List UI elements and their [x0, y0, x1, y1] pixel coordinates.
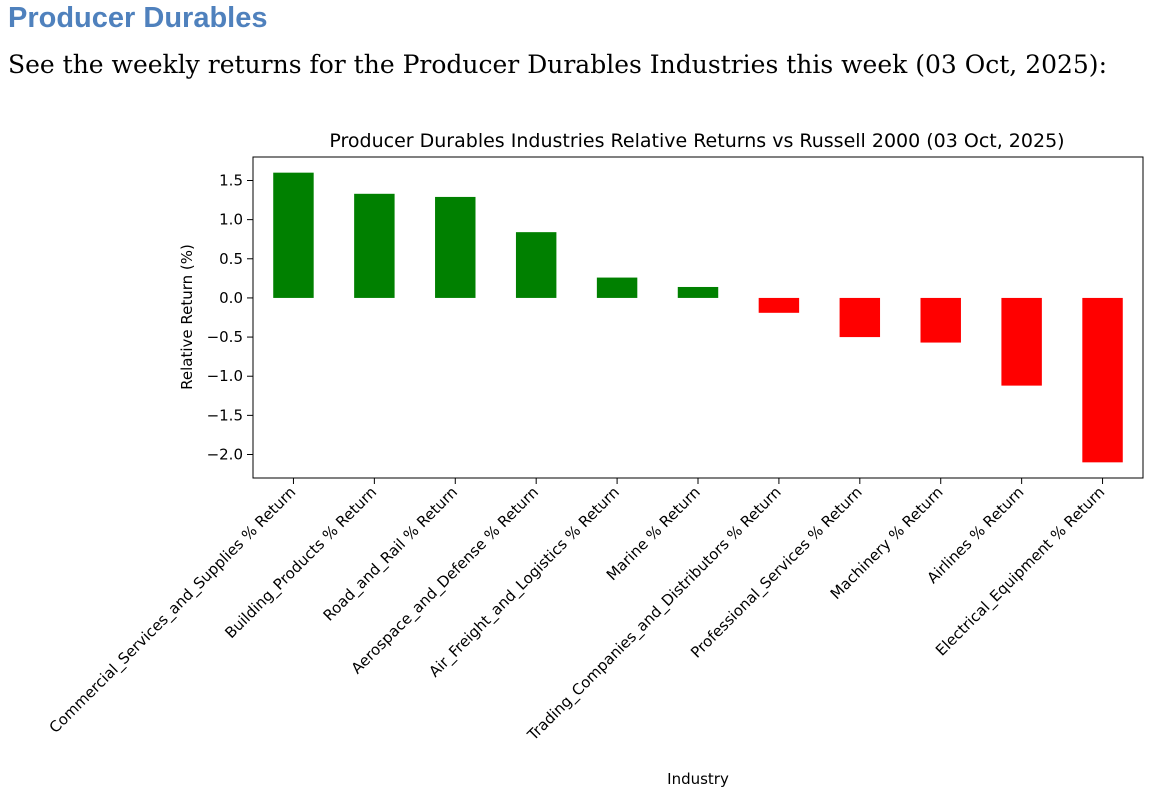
bar-10 [1082, 297, 1123, 463]
bar-4 [596, 277, 638, 298]
y-tick-label: 0.0 [219, 289, 243, 307]
bar-2 [435, 196, 476, 298]
y-tick-label: −2.0 [207, 446, 243, 464]
bar-1 [354, 193, 395, 298]
x-tick-label: Road_and_Rail % Return [320, 483, 462, 625]
x-axis: Commercial_Services_and_Supplies % Retur… [46, 478, 1109, 745]
bar-8 [920, 297, 961, 343]
y-tick-label: −1.0 [207, 367, 243, 385]
x-tick-label: Professional_Services % Return [687, 483, 866, 662]
y-tick-label: −1.5 [207, 406, 243, 424]
bar-7 [839, 297, 881, 338]
chart-title: Producer Durables Industries Relative Re… [329, 130, 1064, 152]
x-axis-label: Industry [667, 770, 729, 788]
x-tick-label: Electrical_Equipment % Return [932, 483, 1109, 660]
y-tick-label: −0.5 [207, 328, 243, 346]
bar-0 [273, 172, 314, 298]
bar-9 [1001, 297, 1042, 386]
bar-6 [758, 297, 800, 313]
page-title: Producer Durables [8, 2, 268, 34]
bar-5 [677, 286, 719, 298]
y-tick-label: 1.0 [219, 211, 243, 229]
x-tick-label: Building_Products % Return [221, 483, 381, 643]
y-axis-label: Relative Return (%) [178, 244, 196, 390]
y-tick-label: 0.5 [219, 250, 243, 268]
intro-text: See the weekly returns for the Producer … [8, 50, 1107, 79]
bar-3 [515, 232, 557, 298]
y-tick-label: 1.5 [219, 171, 243, 189]
bars-layer [273, 172, 1123, 463]
y-axis: 1.5 1.0 0.5 0.0 −0.5 −1.0 −1.5 −2.0 [207, 171, 253, 464]
